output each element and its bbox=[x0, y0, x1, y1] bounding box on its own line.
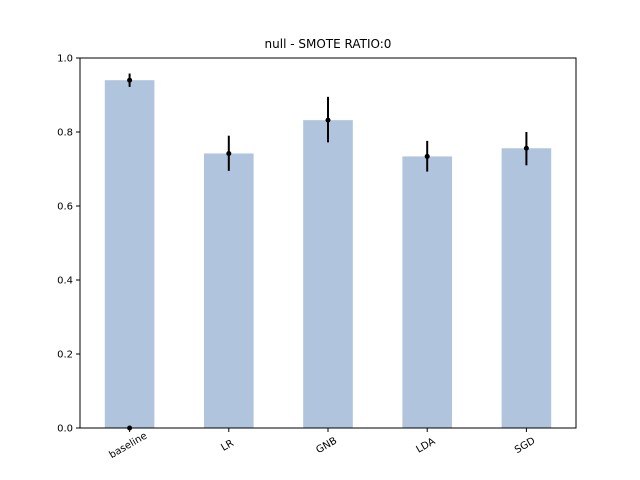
mean-point-GNB bbox=[325, 117, 331, 123]
y-tick-label: 1.0 bbox=[57, 54, 73, 65]
chart-title: null - SMOTE RATIO:0 bbox=[265, 37, 392, 51]
x-tick-label: baseline bbox=[107, 431, 149, 461]
x-axis: baseline LR GNB LDA SGD bbox=[107, 428, 538, 461]
bars bbox=[104, 80, 552, 429]
y-axis: 0.0 0.2 0.4 0.6 0.8 1.0 bbox=[57, 54, 80, 435]
y-tick-label: 0.8 bbox=[57, 128, 73, 139]
bar-LDA bbox=[402, 156, 452, 429]
x-tick-label: LDA bbox=[415, 436, 438, 456]
y-tick-label: 0.2 bbox=[57, 350, 73, 361]
mean-point-SGD bbox=[523, 145, 529, 151]
points bbox=[127, 77, 529, 431]
x-tick-label: GNB bbox=[314, 435, 339, 456]
y-tick-label: 0.0 bbox=[57, 424, 73, 435]
mean-point-baseline bbox=[127, 77, 133, 83]
bar-LR bbox=[204, 153, 254, 428]
mean-point-LR bbox=[226, 150, 232, 156]
y-tick-label: 0.6 bbox=[57, 202, 73, 213]
y-tick-label: 0.4 bbox=[57, 276, 73, 287]
x-tick-label: LR bbox=[219, 438, 235, 454]
mean-point-LDA bbox=[424, 153, 430, 159]
bar-GNB bbox=[303, 120, 353, 428]
bar-SGD bbox=[501, 148, 552, 428]
x-tick-label: SGD bbox=[513, 435, 538, 456]
bar-baseline bbox=[104, 80, 155, 428]
